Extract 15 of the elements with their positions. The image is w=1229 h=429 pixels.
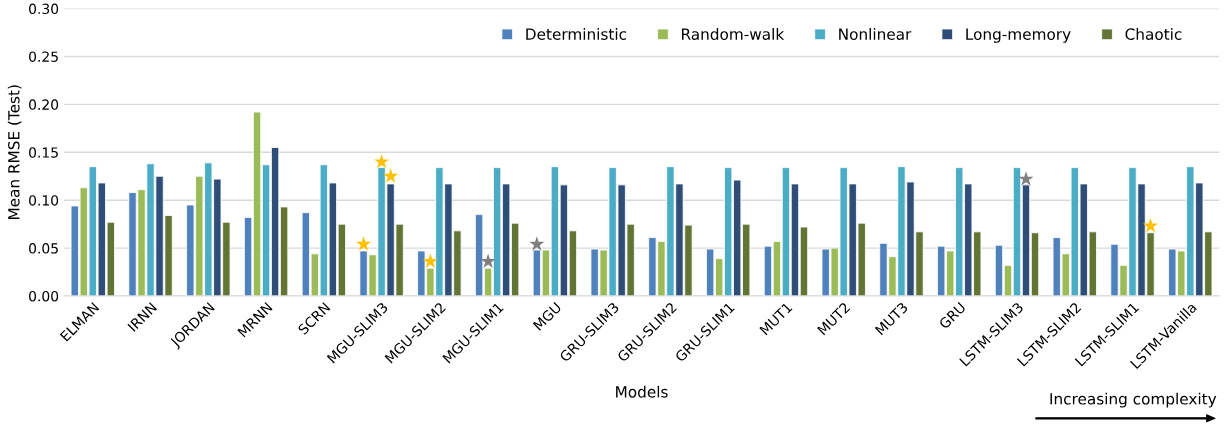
- legend-label: Chaotic: [1125, 28, 1182, 40]
- y-tick-label: 0.15: [29, 147, 58, 158]
- text: Increasing complexity: [1050, 392, 1217, 408]
- legend-label: Deterministic: [526, 28, 627, 40]
- y-tick-label: 0.25: [29, 51, 58, 62]
- x-axis-title: Models: [616, 385, 668, 398]
- legend-label: Random-walk: [682, 28, 785, 40]
- y-tick-label: 0.10: [29, 195, 59, 206]
- y-axis-title: Mean RMSE (Test): [7, 85, 22, 220]
- y-tick-label: 0.05: [29, 243, 58, 254]
- y-tick-label: 0.30: [29, 3, 59, 15]
- y-tick-label: 0.20: [29, 99, 59, 110]
- legend-label: Nonlinear: [839, 28, 912, 40]
- y-tick-label: 0.00: [29, 290, 59, 302]
- legend-label: Long-memory: [966, 28, 1071, 43]
